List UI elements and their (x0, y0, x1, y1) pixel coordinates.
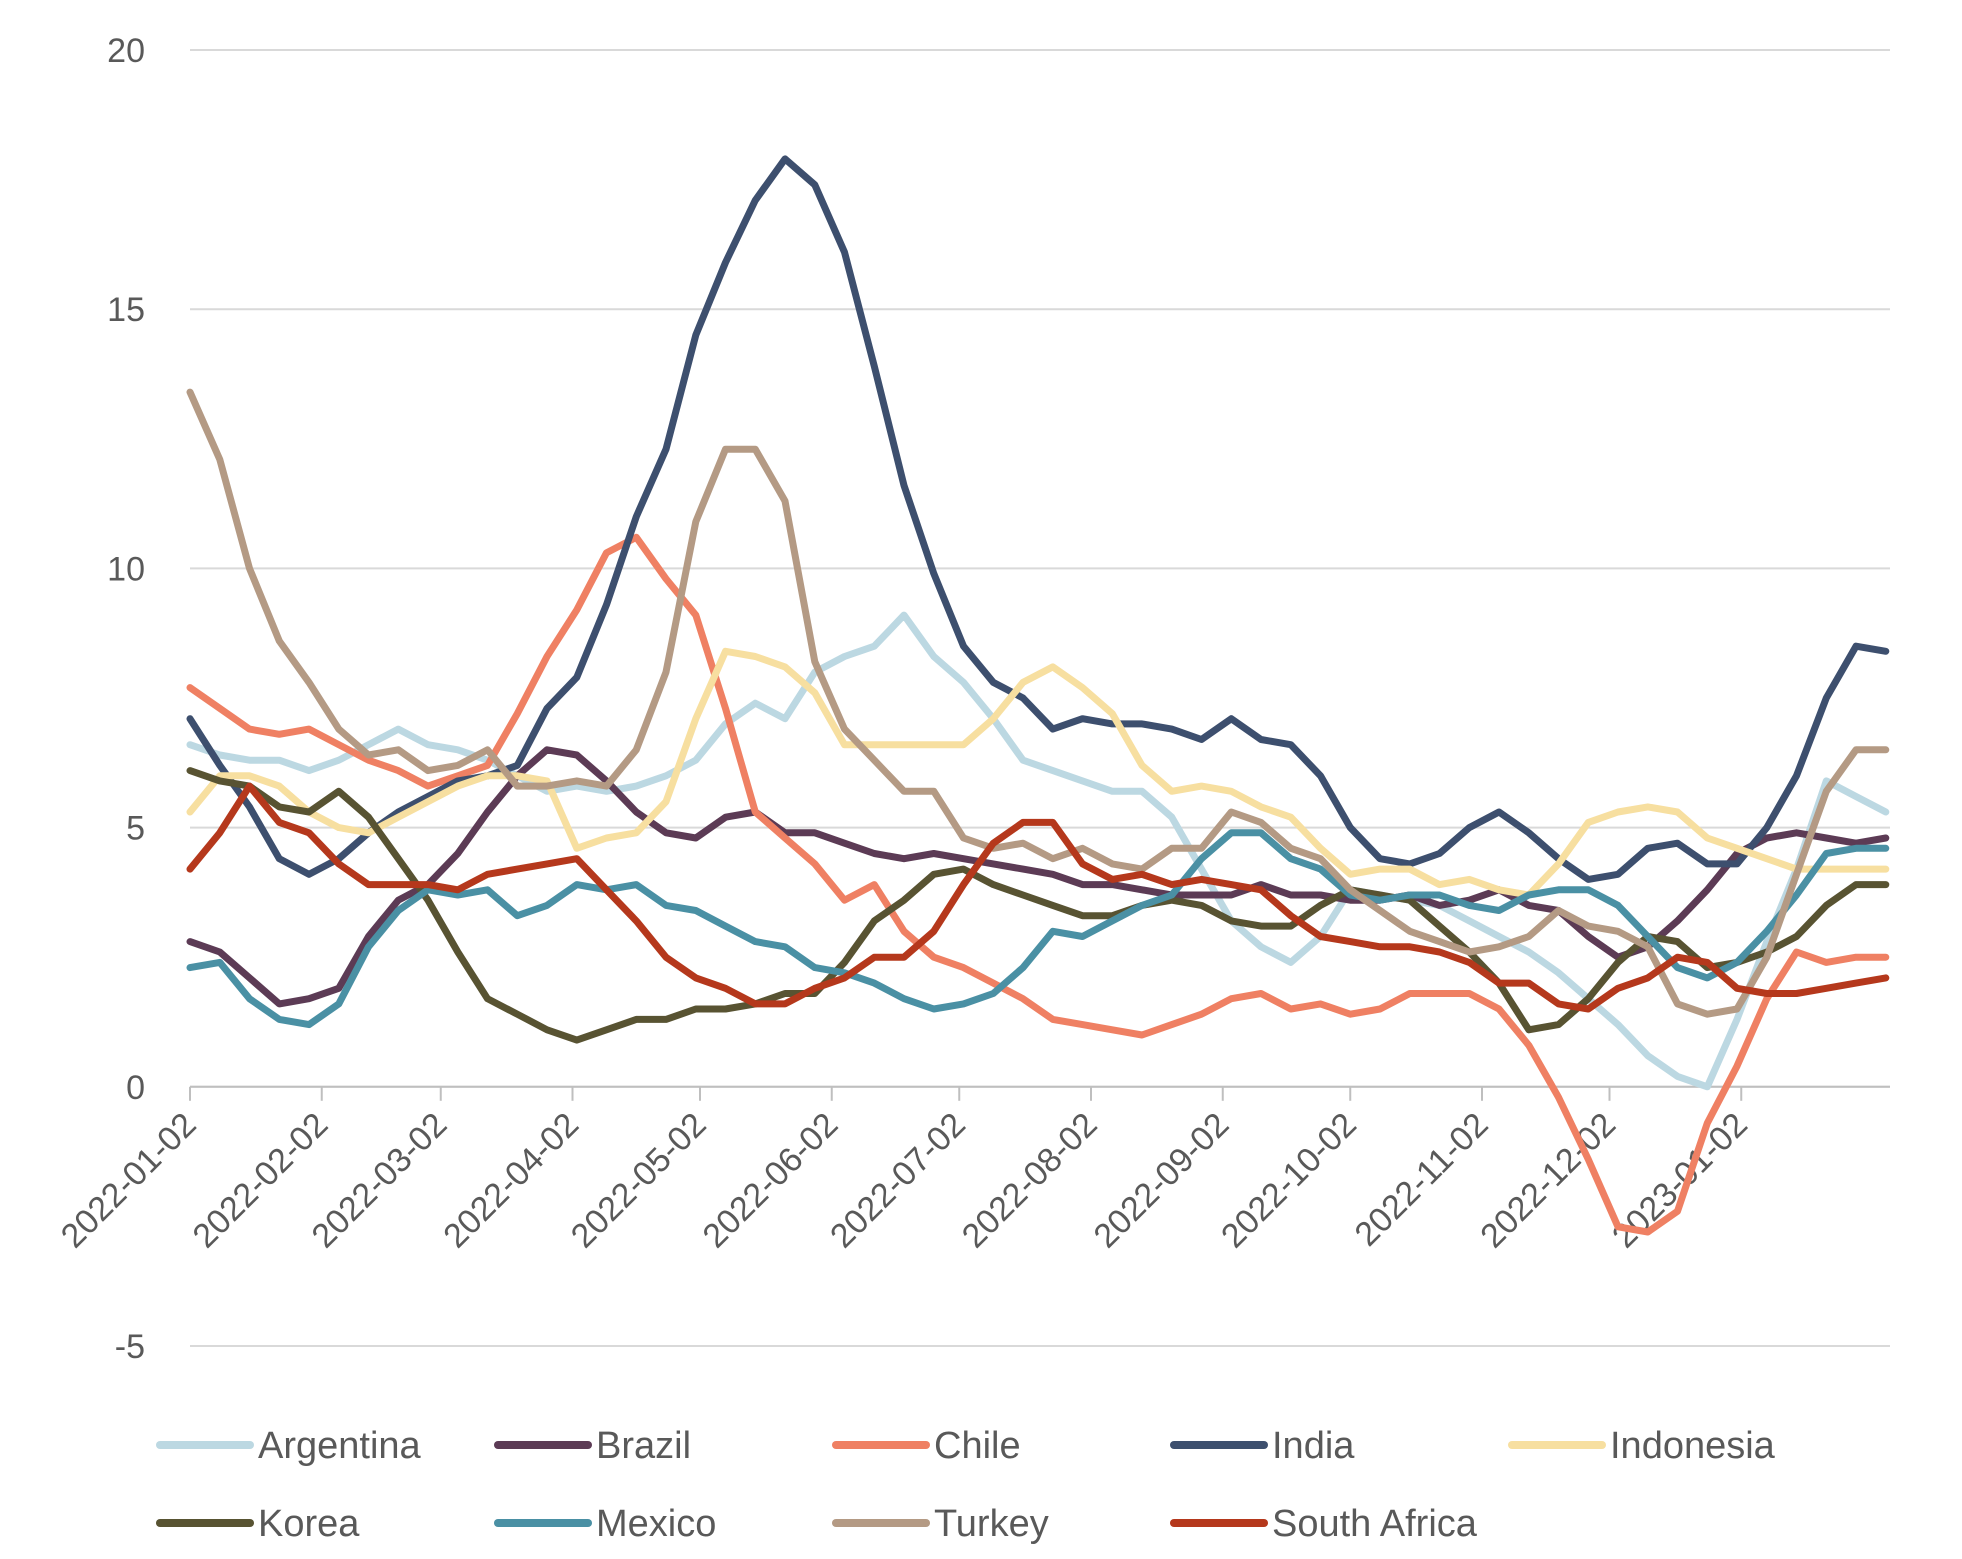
x-tick-label: 2022-06-02 (696, 1106, 846, 1256)
legend-item-south-africa: South Africa (1170, 1503, 1478, 1545)
x-tick-label: 2022-05-02 (564, 1106, 714, 1256)
series-line-india (186, 155, 1890, 883)
legend: Argentina Brazil Chile India Indonesia Korea M… (156, 1425, 1776, 1545)
legend-label: Mexico (596, 1503, 716, 1545)
x-tick-label: 2022-10-02 (1214, 1106, 1364, 1256)
legend-label: Korea (258, 1503, 360, 1545)
y-tick-label: 0 (126, 1069, 145, 1107)
series-line-korea (186, 767, 1890, 1044)
legend-label: South Africa (1272, 1503, 1478, 1545)
series-lines (186, 155, 1890, 1236)
y-axis-ticks: -5 0 5 10 15 20 (107, 32, 145, 1366)
legend-label: Argentina (258, 1425, 422, 1467)
x-tick-label: 2022-01-02 (54, 1106, 204, 1256)
y-tick-label: 20 (107, 32, 145, 70)
legend-label: Brazil (596, 1425, 691, 1467)
x-axis: 2022-01-022022-02-022022-03-022022-04-02… (54, 1085, 1890, 1256)
y-tick-label: 5 (126, 810, 145, 848)
x-tick-label: 2022-11-02 (1348, 1106, 1496, 1254)
legend-item-mexico: Mexico (494, 1503, 716, 1545)
series-line-turkey (186, 388, 1890, 1018)
x-tick-label: 2022-07-02 (823, 1106, 973, 1256)
legend-item-india: India (1170, 1425, 1355, 1467)
legend-item-indonesia: Indonesia (1508, 1425, 1776, 1467)
series-line-chile (186, 533, 1890, 1236)
legend-label: India (1272, 1425, 1355, 1467)
legend-item-chile: Chile (832, 1425, 1021, 1467)
legend-item-turkey: Turkey (832, 1503, 1049, 1545)
x-tick-label: 2022-09-02 (1087, 1106, 1237, 1256)
series-line-south-africa (186, 782, 1890, 1013)
y-tick-label: -5 (115, 1328, 145, 1366)
legend-label: Indonesia (1610, 1425, 1776, 1467)
series-line-indonesia (186, 647, 1890, 899)
x-tick-label: 2022-04-02 (436, 1106, 586, 1256)
legend-item-argentina: Argentina (156, 1425, 422, 1467)
legend-label: Chile (934, 1425, 1021, 1467)
legend-item-korea: Korea (156, 1503, 360, 1545)
series-line-brazil (186, 746, 1890, 1008)
legend-item-brazil: Brazil (494, 1425, 691, 1467)
y-tick-label: 10 (107, 550, 145, 588)
series-line-mexico (186, 829, 1890, 1029)
x-tick-label: 2023-01-02 (1605, 1106, 1755, 1256)
y-tick-label: 15 (107, 291, 145, 329)
legend-label: Turkey (934, 1503, 1049, 1545)
x-tick-label: 2022-08-02 (955, 1106, 1105, 1256)
